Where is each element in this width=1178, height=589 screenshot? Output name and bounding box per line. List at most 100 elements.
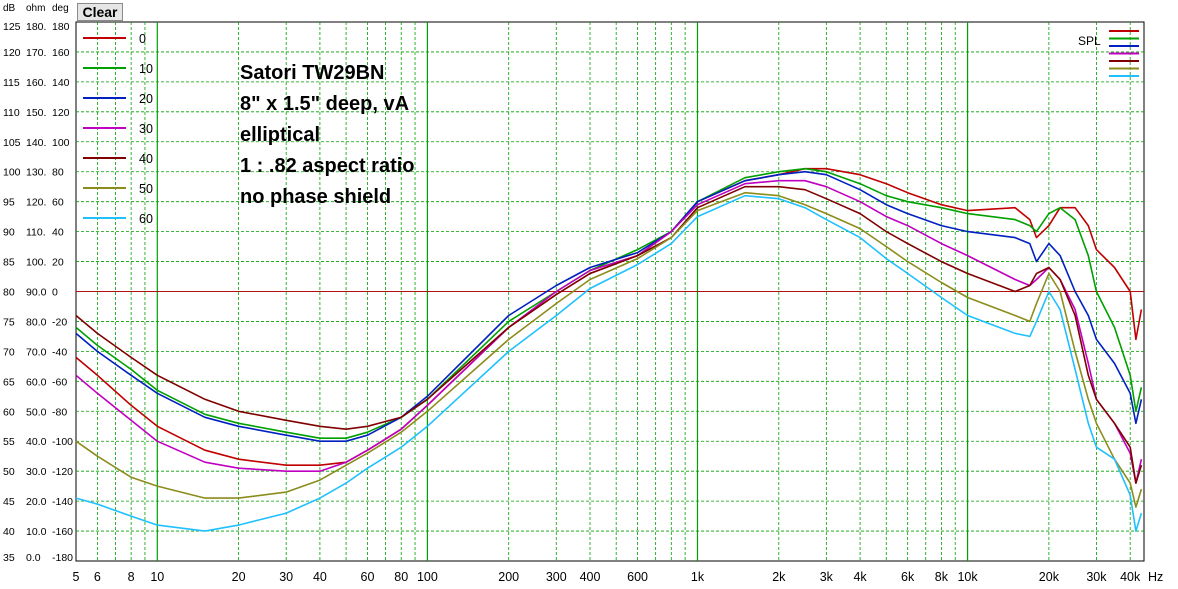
y-axis-header: deg bbox=[52, 3, 69, 14]
y-tick-label-deg: -160 bbox=[52, 526, 73, 538]
x-tick-label: 3k bbox=[820, 570, 834, 584]
y-tick-label-deg: 0 bbox=[52, 287, 58, 299]
series-line-40 bbox=[75, 185, 1143, 484]
y-tick-label-ohm: 30.0 bbox=[26, 466, 47, 478]
x-tick-label: 40 bbox=[313, 570, 327, 584]
x-tick-label: 1k bbox=[691, 570, 705, 584]
y-tick-label-ohm: 130. bbox=[26, 167, 46, 179]
x-tick-label: 200 bbox=[498, 570, 519, 584]
y-tick-label-deg: 60 bbox=[52, 197, 64, 209]
y-tick-label-db: 115 bbox=[3, 77, 20, 89]
x-tick-label: 5 bbox=[73, 570, 80, 584]
y-tick-label-db: 65 bbox=[3, 376, 15, 388]
y-tick-label-deg: 80 bbox=[52, 167, 64, 179]
y-tick-label-db: 70 bbox=[3, 346, 15, 358]
y-tick-label-db: 100 bbox=[3, 167, 21, 179]
y-tick-label-ohm: 120. bbox=[26, 197, 46, 209]
y-tick-label-db: 75 bbox=[3, 316, 15, 328]
x-tick-label: 600 bbox=[627, 570, 648, 584]
legend-label: 60 bbox=[139, 212, 153, 226]
y-tick-label-deg: 20 bbox=[52, 257, 64, 269]
series-line-20 bbox=[75, 170, 1143, 442]
y-tick-label-ohm: 160. bbox=[26, 77, 46, 89]
y-tick-label-deg: -80 bbox=[52, 406, 67, 418]
y-tick-label-ohm: 10.0 bbox=[26, 526, 47, 538]
chart-annotation: Satori TW29BN 8" x 1.5" deep, vA ellipti… bbox=[240, 58, 415, 213]
x-tick-label: 2k bbox=[772, 570, 786, 584]
x-tick-label: 20k bbox=[1039, 570, 1060, 584]
x-axis-unit: Hz bbox=[1148, 570, 1163, 584]
legend: 0 10 20 30 40 50 60 SPL bbox=[83, 30, 1139, 226]
x-tick-label: 300 bbox=[546, 570, 567, 584]
y-tick-label-db: 35 bbox=[3, 552, 15, 564]
y-tick-label-deg: 100 bbox=[52, 137, 70, 149]
y-tick-label-ohm: 0.0 bbox=[26, 552, 41, 564]
y-axis-header: ohm bbox=[26, 3, 45, 14]
y-tick-label-db: 40 bbox=[3, 526, 15, 538]
y-tick-label-db: 120 bbox=[3, 47, 21, 59]
series-line-30 bbox=[75, 179, 1143, 484]
y-tick-label-ohm: 80.0 bbox=[26, 316, 47, 328]
x-tick-label: 30k bbox=[1086, 570, 1107, 584]
y-tick-label-deg: -100 bbox=[52, 436, 73, 448]
y-tick-label-ohm: 60.0 bbox=[26, 376, 47, 388]
y-tick-label-deg: 140 bbox=[52, 77, 70, 89]
x-tick-label: 10 bbox=[150, 570, 164, 584]
y-tick-label-ohm: 90.0 bbox=[26, 287, 47, 299]
series-line-60 bbox=[75, 194, 1143, 532]
x-tick-label: 8 bbox=[128, 570, 135, 584]
y-tick-label-ohm: 20.0 bbox=[26, 496, 47, 508]
y-tick-label-db: 60 bbox=[3, 406, 15, 418]
y-tick-label-ohm: 40.0 bbox=[26, 436, 47, 448]
y-tick-label-db: 80 bbox=[3, 287, 15, 299]
x-tick-label: 4k bbox=[853, 570, 867, 584]
y-tick-label-deg: -20 bbox=[52, 316, 67, 328]
y-axis-header: dB bbox=[3, 3, 16, 14]
legend-label: 40 bbox=[139, 152, 153, 166]
y-tick-label-deg: -120 bbox=[52, 466, 73, 478]
x-tick-label: 6k bbox=[901, 570, 915, 584]
y-tick-label-deg: 40 bbox=[52, 227, 64, 239]
axes: dB ohm deg 125 180. 180 120 170. 160 115 160. 140 11… bbox=[3, 3, 1163, 584]
y-tick-label-deg: 120 bbox=[52, 107, 70, 119]
y-tick-label-db: 55 bbox=[3, 436, 15, 448]
y-tick-label-db: 45 bbox=[3, 496, 15, 508]
x-tick-label: 80 bbox=[394, 570, 408, 584]
legend-label: 30 bbox=[139, 122, 153, 136]
y-tick-label-db: 50 bbox=[3, 466, 15, 478]
y-tick-label-deg: -60 bbox=[52, 376, 67, 388]
y-tick-label-db: 85 bbox=[3, 257, 15, 269]
x-tick-label: 8k bbox=[935, 570, 949, 584]
annotation-line: no phase shield bbox=[240, 186, 392, 208]
y-tick-label-ohm: 100. bbox=[26, 257, 46, 269]
y-tick-label-deg: -180 bbox=[52, 552, 73, 564]
y-tick-label-ohm: 70.0 bbox=[26, 346, 47, 358]
y-tick-label-ohm: 50.0 bbox=[26, 406, 47, 418]
y-tick-label-ohm: 110. bbox=[26, 227, 46, 239]
y-tick-label-ohm: 140. bbox=[26, 137, 46, 149]
x-tick-label: 30 bbox=[279, 570, 293, 584]
x-tick-label: 40k bbox=[1120, 570, 1141, 584]
y-tick-label-ohm: 170. bbox=[26, 47, 46, 59]
x-tick-label: 60 bbox=[361, 570, 375, 584]
x-tick-label: 20 bbox=[232, 570, 246, 584]
y-tick-label-db: 125 bbox=[3, 21, 21, 33]
annotation-line: Satori TW29BN bbox=[240, 62, 385, 84]
y-tick-label-deg: 160 bbox=[52, 47, 70, 59]
legend-label: 10 bbox=[139, 62, 153, 76]
x-tick-label: 6 bbox=[94, 570, 101, 584]
annotation-line: elliptical bbox=[240, 124, 321, 146]
y-tick-label-deg: -140 bbox=[52, 496, 73, 508]
series bbox=[75, 167, 1143, 532]
legend-label: 50 bbox=[139, 182, 153, 196]
y-tick-label-ohm: 150. bbox=[26, 107, 46, 119]
annotation-line: 1 : .82 aspect ratio bbox=[240, 155, 415, 177]
y-tick-label-db: 105 bbox=[3, 137, 21, 149]
grid bbox=[75, 21, 1145, 562]
x-tick-label: 10k bbox=[957, 570, 978, 584]
x-tick-label: 400 bbox=[580, 570, 601, 584]
clear-button[interactable]: Clear bbox=[77, 3, 123, 21]
series-line-50 bbox=[75, 191, 1143, 508]
y-tick-label-db: 90 bbox=[3, 227, 15, 239]
